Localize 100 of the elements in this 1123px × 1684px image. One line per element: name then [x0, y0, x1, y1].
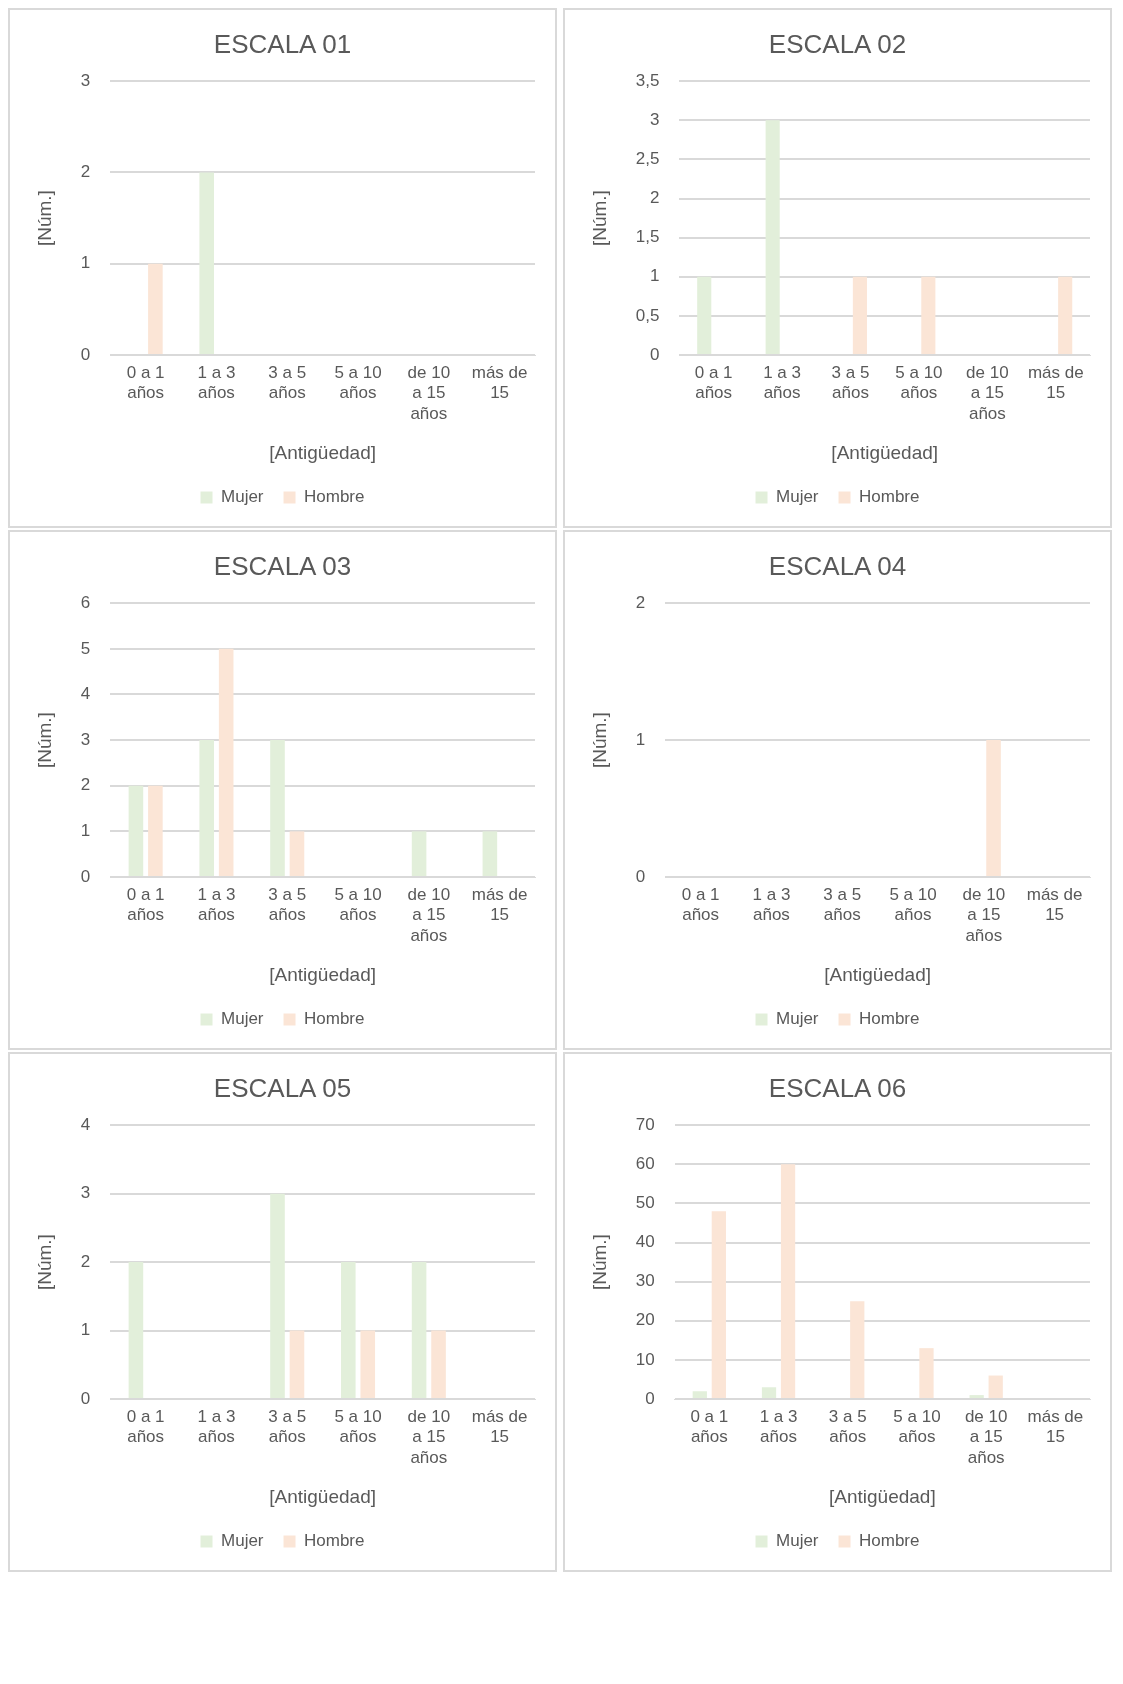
x-axis-title: [Antigüedad]: [831, 441, 939, 463]
x-tick-label: de 10 a 15 años: [964, 1406, 1008, 1467]
x-tick-label: más de 15: [471, 884, 528, 925]
y-tick-label: 0: [80, 344, 91, 364]
x-tick-label: 3 a 5 años: [823, 884, 862, 925]
bar: [289, 831, 305, 876]
x-tick-label: 0 a 1 años: [694, 362, 733, 403]
legend-label: Hombre: [304, 1531, 365, 1551]
y-tick-label: 1: [80, 821, 91, 841]
x-tick-label: 5 a 10 años: [889, 884, 937, 925]
bar: [218, 648, 234, 876]
legend-label: Hombre: [304, 487, 365, 507]
x-tick-label: 1 a 3 años: [197, 1406, 236, 1447]
y-tick-label: 1: [80, 253, 91, 273]
x-axis-title: [Antigüedad]: [824, 963, 931, 985]
legend-label: Mujer: [221, 1531, 264, 1551]
x-axis-title: [Antigüedad]: [269, 1485, 376, 1507]
bar: [270, 1193, 285, 1398]
legend-label: Mujer: [221, 1009, 264, 1029]
x-tick-label: 3 a 5 años: [828, 1406, 867, 1447]
legend-label: Hombre: [304, 1009, 365, 1029]
legend-label: Hombre: [859, 487, 920, 507]
y-axis-title: [Núm.]: [588, 1234, 610, 1291]
y-tick-label: 40: [635, 1232, 655, 1252]
bar: [850, 1301, 865, 1398]
y-tick-label: 60: [635, 1154, 655, 1173]
x-tick-label: de 10 a 15 años: [407, 884, 451, 945]
x-tick-label: más de 15: [471, 362, 528, 403]
bar: [711, 1211, 726, 1398]
y-tick-label: 50: [635, 1193, 655, 1213]
bar: [289, 1330, 305, 1398]
chart-title: ESCALA 06: [768, 1072, 907, 1103]
x-tick-label: de 10 a 15 años: [966, 362, 1009, 423]
x-tick-label: 1 a 3 años: [197, 884, 236, 925]
x-tick-label: de 10 a 15 años: [407, 362, 451, 423]
x-tick-label: 1 a 3 años: [197, 362, 236, 403]
x-tick-label: 1 a 3 años: [763, 362, 801, 403]
bar: [919, 1348, 934, 1398]
y-tick-label: 2,5: [635, 149, 660, 169]
chart-title: ESCALA 04: [768, 550, 907, 581]
legend-label: Mujer: [776, 1009, 819, 1029]
legend-label: Hombre: [859, 1531, 920, 1551]
y-axis-title: [Núm.]: [588, 190, 610, 247]
legend-label: Mujer: [221, 487, 264, 507]
bar: [128, 785, 144, 876]
y-tick-label: 3: [80, 1183, 91, 1203]
x-tick-label: 3 a 5 años: [831, 362, 870, 403]
bar: [411, 831, 427, 876]
y-tick-label: 0: [649, 344, 660, 364]
x-tick-label: de 10 a 15 años: [407, 1406, 451, 1467]
y-tick-label: 2: [80, 162, 91, 182]
x-tick-label: más de 15: [471, 1406, 528, 1447]
y-axis-title: [Núm.]: [33, 712, 55, 769]
bar: [340, 1262, 356, 1398]
x-tick-label: 0 a 1 años: [126, 1406, 165, 1447]
x-tick-label: más de 15: [1027, 1406, 1084, 1447]
x-axis-title: [Antigüedad]: [829, 1485, 936, 1507]
y-tick-label: 1,5: [635, 227, 660, 247]
y-tick-label: 2: [635, 592, 646, 612]
legend-label: Mujer: [776, 487, 819, 507]
x-tick-label: de 10 a 15 años: [962, 884, 1006, 945]
x-tick-label: más de 15: [1027, 362, 1084, 403]
y-tick-label: 6: [80, 592, 91, 612]
y-tick-label: 2: [80, 1251, 91, 1271]
x-tick-label: 3 a 5 años: [268, 362, 307, 403]
x-tick-label: 5 a 10 años: [895, 362, 943, 403]
x-axis-title: [Antigüedad]: [269, 963, 376, 985]
y-tick-label: 10: [635, 1349, 655, 1369]
bar: [128, 1262, 144, 1398]
chart-title: ESCALA 02: [768, 28, 907, 59]
y-tick-label: 4: [80, 1114, 91, 1134]
x-tick-label: 5 a 10 años: [334, 884, 382, 925]
y-tick-label: 3: [80, 729, 91, 749]
y-axis-title: [Núm.]: [588, 712, 610, 769]
bar: [411, 1262, 427, 1398]
x-tick-label: 1 a 3 años: [752, 884, 791, 925]
y-tick-label: 3: [649, 110, 660, 129]
y-tick-label: 2: [649, 188, 660, 208]
y-tick-label: 4: [80, 684, 91, 704]
legend-label: Hombre: [859, 1009, 920, 1029]
y-tick-label: 1: [80, 1320, 91, 1340]
y-axis-title: [Núm.]: [33, 190, 55, 247]
x-tick-label: 5 a 10 años: [893, 1406, 941, 1447]
bar: [969, 1395, 984, 1398]
legend-label: Mujer: [776, 1531, 819, 1551]
x-tick-label: 0 a 1 años: [126, 362, 165, 403]
y-tick-label: 20: [635, 1310, 655, 1330]
x-tick-label: 5 a 10 años: [334, 362, 382, 403]
x-tick-label: 3 a 5 años: [268, 1406, 307, 1447]
x-tick-label: 1 a 3 años: [759, 1406, 798, 1447]
x-tick-label: 5 a 10 años: [334, 1406, 382, 1447]
bar: [270, 740, 285, 876]
bar: [360, 1330, 376, 1398]
x-axis-title: [Antigüedad]: [269, 441, 376, 463]
y-tick-label: 1: [635, 729, 646, 749]
x-tick-label: 0 a 1 años: [681, 884, 720, 925]
x-tick-label: 3 a 5 años: [268, 884, 307, 925]
y-tick-label: 0: [80, 866, 91, 886]
bar: [780, 1164, 796, 1398]
bar: [431, 1330, 446, 1398]
